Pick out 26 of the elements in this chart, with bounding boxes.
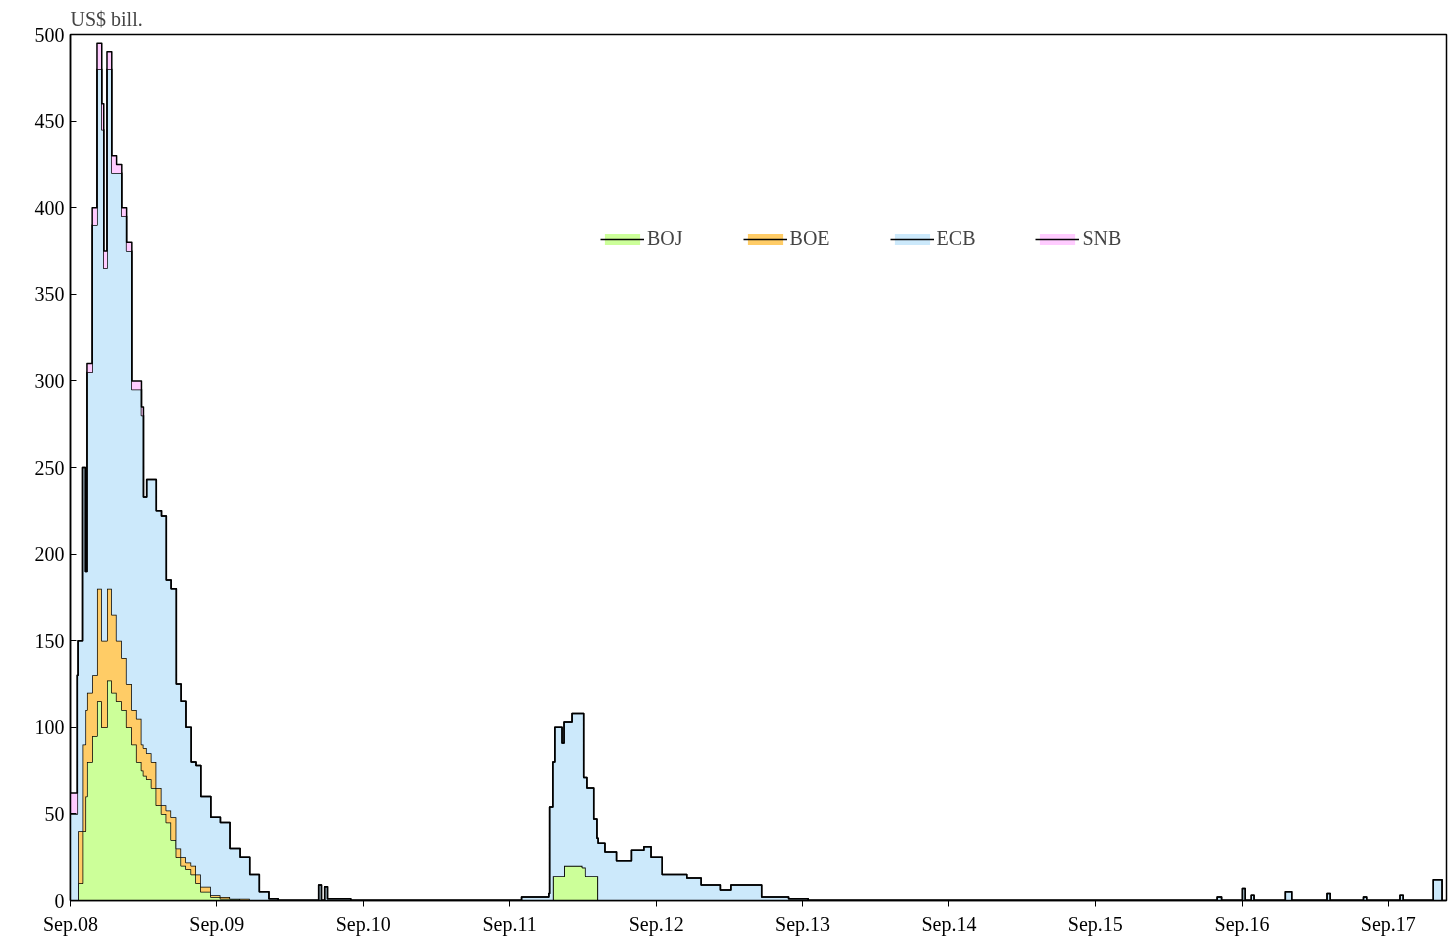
y-tick-label: 0 [54, 889, 65, 912]
x-tick-label: Sep.16 [1214, 912, 1270, 936]
y-tick-label: 450 [34, 110, 65, 133]
y-tick-label: 100 [34, 716, 65, 739]
y-axis-title: US$ bill. [70, 7, 143, 30]
legend-label: ECB [936, 227, 976, 250]
legend-label: BOE [789, 227, 830, 250]
y-tick-label: 500 [34, 23, 65, 46]
legend-label: SNB [1082, 227, 1122, 250]
x-tick-label: Sep.09 [189, 912, 245, 936]
x-tick-label: Sep.08 [43, 912, 98, 936]
y-tick-label: 150 [34, 629, 65, 652]
x-tick-label: Sep.10 [335, 912, 391, 936]
x-tick-label: Sep.14 [921, 912, 977, 936]
y-tick-label: 200 [34, 543, 65, 566]
x-tick-label: Sep.12 [628, 912, 684, 936]
x-tick-label: Sep.15 [1067, 912, 1123, 936]
y-tick-label: 300 [34, 369, 65, 392]
x-tick-label: Sep.13 [775, 912, 831, 936]
y-tick-label: 250 [34, 456, 65, 479]
x-tick-label: Sep.17 [1360, 912, 1416, 936]
legend-label: BOJ [647, 227, 683, 250]
x-tick-label: Sep.11 [482, 912, 537, 936]
y-tick-label: 350 [34, 283, 65, 306]
y-tick-label: 50 [44, 802, 65, 825]
y-tick-label: 400 [34, 196, 65, 219]
